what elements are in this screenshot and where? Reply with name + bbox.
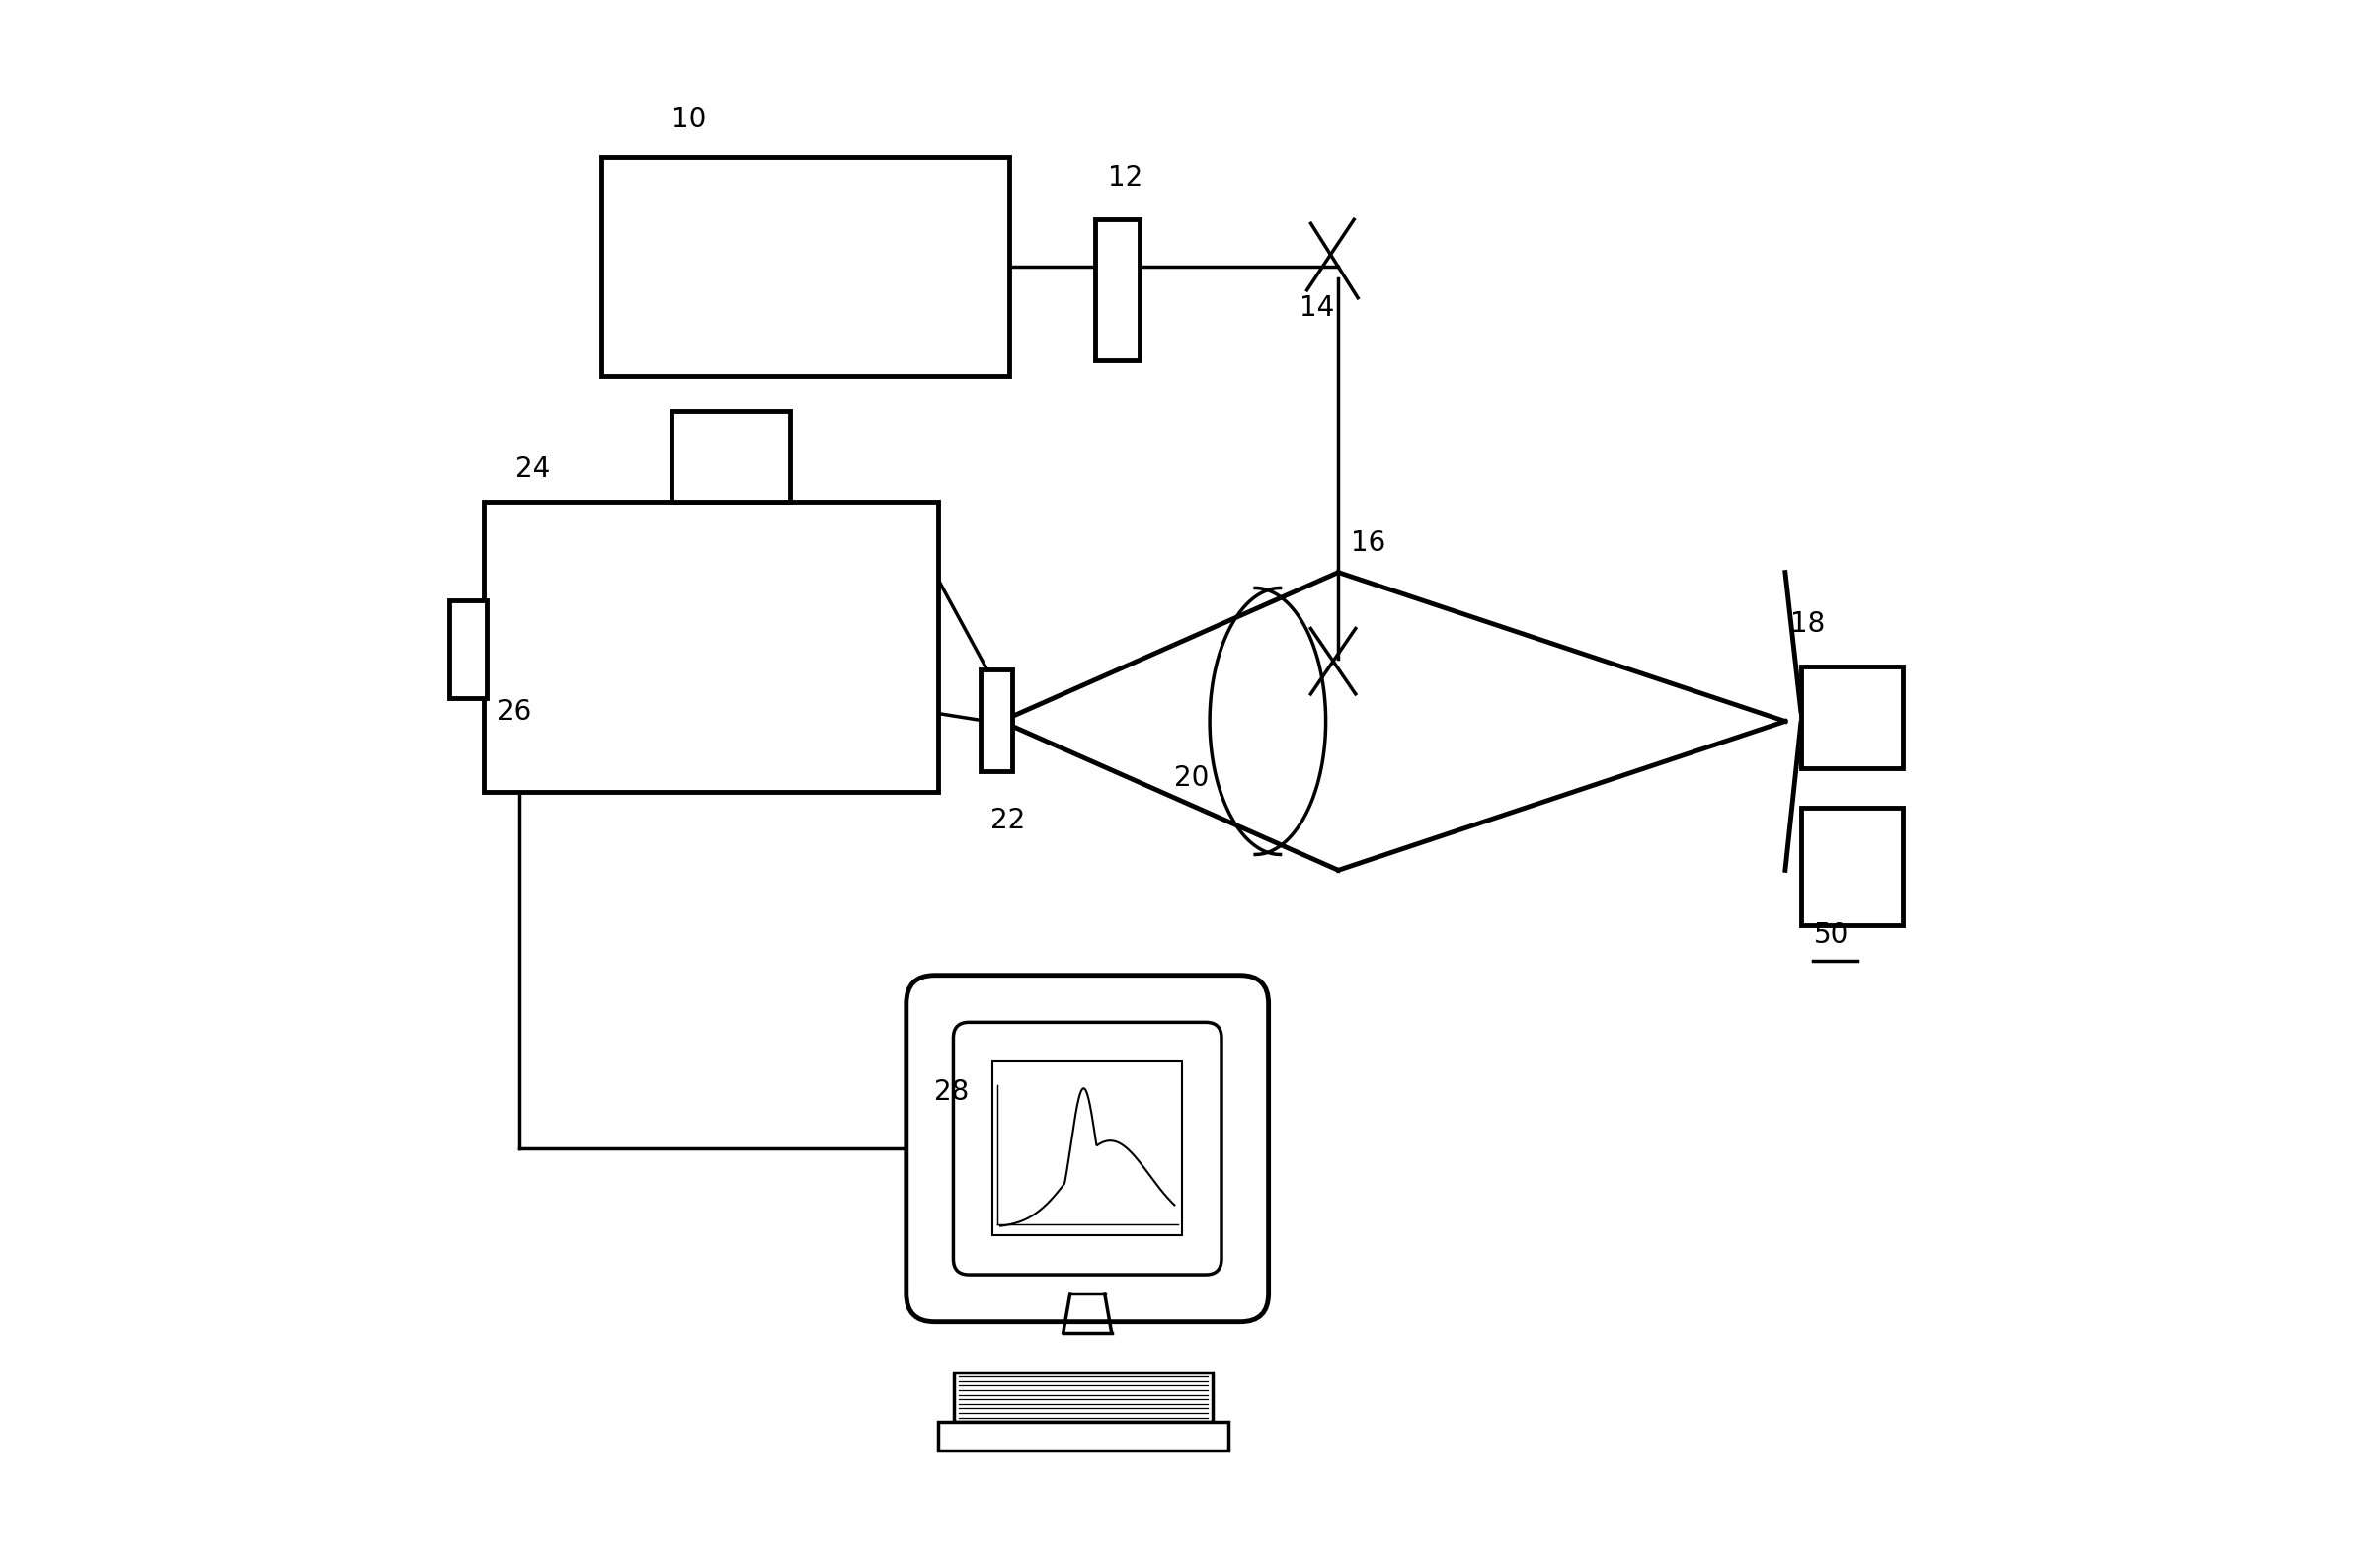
- FancyBboxPatch shape: [992, 1062, 1182, 1236]
- Text: 22: 22: [990, 806, 1026, 834]
- Text: 24: 24: [515, 455, 551, 483]
- FancyBboxPatch shape: [484, 502, 938, 792]
- FancyBboxPatch shape: [671, 411, 789, 502]
- Text: 16: 16: [1352, 528, 1385, 557]
- FancyBboxPatch shape: [981, 670, 1011, 771]
- FancyBboxPatch shape: [449, 601, 487, 698]
- FancyBboxPatch shape: [1801, 666, 1902, 768]
- Text: 28: 28: [933, 1077, 969, 1105]
- Text: 10: 10: [671, 105, 707, 133]
- FancyBboxPatch shape: [907, 975, 1269, 1322]
- Text: 14: 14: [1300, 293, 1335, 321]
- FancyBboxPatch shape: [938, 1422, 1229, 1450]
- FancyBboxPatch shape: [1096, 220, 1139, 361]
- FancyBboxPatch shape: [952, 1022, 1222, 1275]
- Text: 18: 18: [1789, 610, 1824, 638]
- FancyBboxPatch shape: [1801, 808, 1902, 925]
- Text: 50: 50: [1812, 920, 1848, 949]
- Text: 12: 12: [1108, 163, 1144, 191]
- Text: 20: 20: [1174, 764, 1207, 792]
- FancyBboxPatch shape: [600, 157, 1009, 376]
- Text: 26: 26: [496, 698, 532, 726]
- FancyBboxPatch shape: [955, 1372, 1212, 1422]
